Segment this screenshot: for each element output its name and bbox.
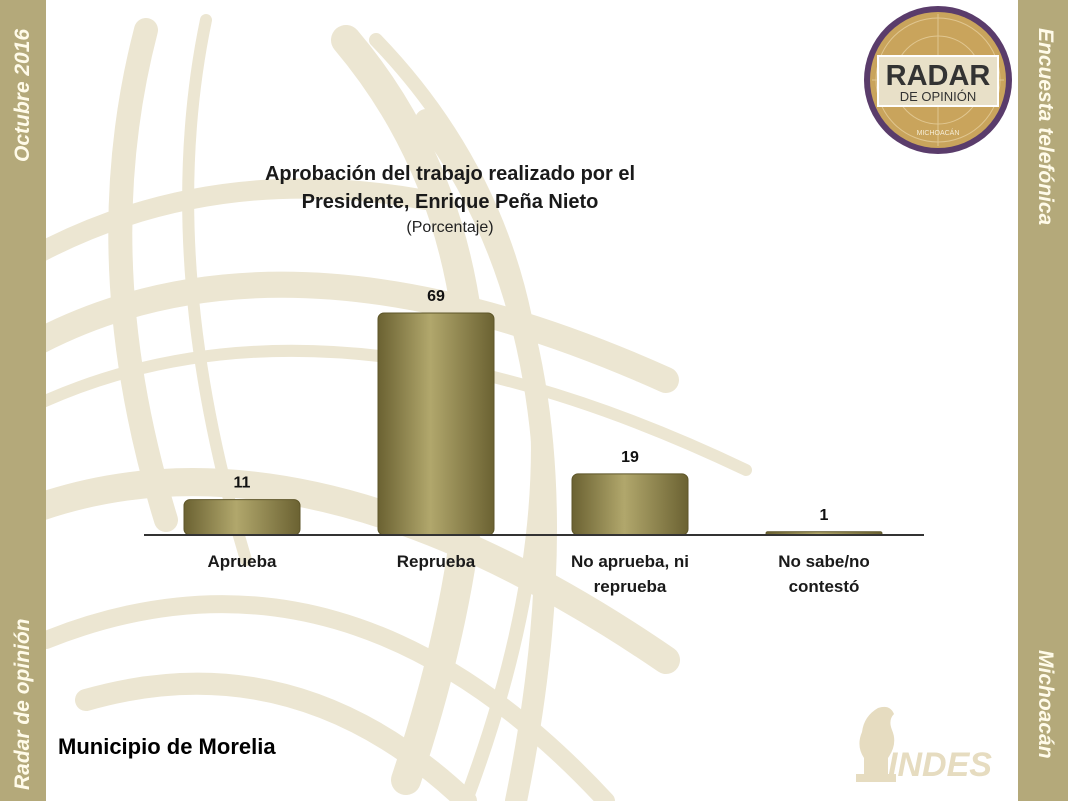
category-label-4-line-2: contestó: [789, 577, 860, 596]
data-label-1: 11: [234, 475, 251, 492]
chart-title-line-2: Presidente, Enrique Peña Nieto: [301, 191, 599, 213]
category-label-4-line-1: No sabe/no: [778, 552, 870, 571]
category-label-1: Aprueba: [208, 552, 278, 571]
side-survey-label: Encuesta telefónica: [1034, 28, 1057, 226]
category-label-2: Reprueba: [397, 552, 476, 571]
data-label-3: 19: [621, 449, 639, 466]
municipality-label: Municipio de Morelia: [58, 734, 276, 759]
background-arcs: [46, 14, 752, 801]
knight-icon: [859, 706, 895, 774]
data-label-4: 1: [820, 507, 829, 524]
category-label-3-line-1: No aprueba, ni: [571, 552, 689, 571]
bar-chart: 11 Aprueba 69 Reprueba 19 No aprueba, ni repru…: [144, 288, 924, 596]
right-side-band: [1018, 0, 1068, 801]
bar-2: [377, 312, 495, 536]
side-date-label: Octubre 2016: [11, 28, 34, 162]
chart-title-line-1: Aprobación del trabajo realizado por el: [264, 163, 636, 185]
indes-text: INDES: [888, 746, 992, 784]
logo-subtitle-text: DE OPINIÓN: [900, 89, 977, 104]
indes-logo: INDES: [856, 706, 992, 784]
chart-subtitle: (Porcentaje): [406, 219, 494, 236]
side-brand-label: Radar de opinión: [11, 618, 34, 790]
left-side-band: [0, 0, 46, 801]
bar-3: [571, 473, 689, 536]
chart-title: Aprobación del trabajo realizado por el …: [240, 160, 660, 216]
radar-opinion-logo: RADAR DE OPINIÓN MICHOACÁN: [864, 6, 1012, 154]
logo-region-text: MICHOACÁN: [917, 128, 960, 137]
bar-1: [183, 499, 301, 536]
logo-title-text: RADAR: [886, 60, 991, 92]
data-label-2: 69: [427, 288, 445, 305]
side-region-label: Michoacán: [1034, 650, 1057, 759]
category-label-3-line-2: reprueba: [594, 577, 667, 596]
